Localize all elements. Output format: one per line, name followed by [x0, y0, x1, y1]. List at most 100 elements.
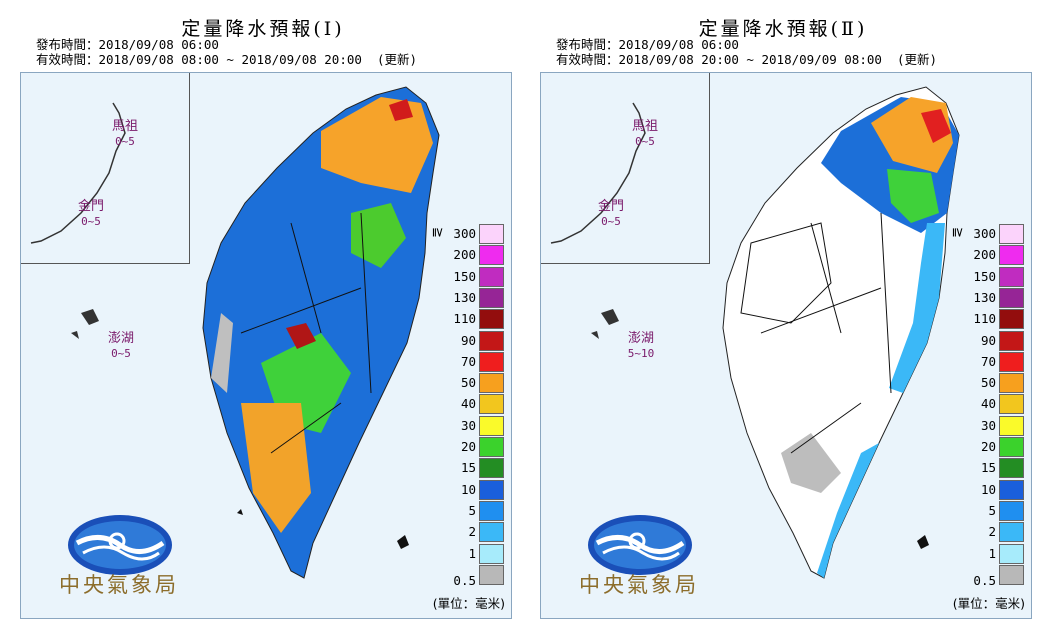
island-value-kinmen: 0~5 — [601, 215, 621, 228]
legend-color-swatch — [479, 522, 504, 543]
legend-level-label: 130 — [453, 289, 476, 305]
legend-level-label: 0.5 — [453, 572, 476, 588]
legend-level: 200 — [964, 244, 1024, 266]
legend-level: 20 — [444, 436, 504, 457]
legend-color-swatch — [999, 543, 1024, 564]
legend-color-swatch — [999, 224, 1024, 244]
legend-color-swatch — [479, 479, 504, 500]
legend-level: 50 — [964, 372, 1024, 394]
legend-level: 2 — [444, 521, 504, 543]
island-value-penghu: 5~10 — [627, 347, 655, 360]
legend-level: 2 — [964, 521, 1024, 543]
cwb-logo — [65, 513, 175, 577]
legend-color-swatch — [479, 564, 504, 585]
legend-color-swatch — [479, 437, 504, 457]
legend-level-label: 70 — [980, 353, 996, 369]
legend-level-label: 70 — [460, 353, 476, 369]
island-value-matsu: 0~5 — [635, 135, 655, 148]
legend-color-swatch — [999, 351, 1024, 372]
legend-color-swatch — [999, 373, 1024, 394]
legend-color-swatch — [479, 373, 504, 394]
legend-color-swatch — [479, 543, 504, 564]
legend-color-swatch — [479, 245, 504, 266]
legend-level-label: 150 — [973, 268, 996, 284]
legend-level-label: 40 — [980, 396, 996, 412]
legend-level: 10 — [444, 479, 504, 500]
legend-level-label: 2 — [988, 524, 996, 540]
cwb-logo-text: 中央氣象局 — [579, 573, 699, 597]
unit-label: (單位：毫米) — [952, 596, 1025, 611]
legend-level-label: 50 — [460, 375, 476, 391]
legend-color-swatch — [479, 266, 504, 287]
legend-color-swatch — [999, 394, 1024, 415]
legend-level: 30 — [444, 415, 504, 436]
legend-level: 5 — [444, 500, 504, 521]
legend-color-swatch — [999, 479, 1024, 500]
legend-level-label: 5 — [468, 502, 476, 518]
legend-level-label: 200 — [453, 247, 476, 263]
legend-level: 50 — [444, 372, 504, 394]
legend-level-label: 30 — [980, 417, 996, 433]
island-value-kinmen: 0~5 — [81, 215, 101, 228]
legend-level: 15 — [964, 457, 1024, 479]
legend-level-label: 1 — [988, 545, 996, 561]
legend-color-swatch — [479, 287, 504, 308]
cwb-logo-text: 中央氣象局 — [59, 573, 179, 597]
legend-level: 130 — [444, 287, 504, 308]
legend-level: 30 — [964, 415, 1024, 436]
legend-level-label: 40 — [460, 396, 476, 412]
panel-title: 定量降水預報(Ⅱ) — [698, 18, 868, 40]
legend-level-label: 0.5 — [973, 572, 996, 588]
legend-level-label: 90 — [980, 332, 996, 348]
valid-time: 有效時間：2018/09/08 20:00 ~ 2018/09/09 08:00… — [556, 52, 938, 67]
legend-color-swatch — [999, 522, 1024, 543]
legend-color-swatch — [999, 287, 1024, 308]
cwb-logo-icon — [68, 515, 172, 575]
cwb-logo-icon — [588, 515, 692, 575]
legend-level-label: 15 — [980, 460, 996, 476]
legend-level-label: 130 — [973, 289, 996, 305]
legend-color-swatch — [479, 500, 504, 521]
panel-title: 定量降水預報(Ⅰ) — [181, 18, 345, 40]
legend-color-swatch — [999, 245, 1024, 266]
legend-level: 70 — [444, 351, 504, 372]
island-name-penghu: 澎湖 — [627, 331, 654, 346]
legend-level: 130 — [964, 287, 1024, 308]
island-name-matsu: 馬祖 — [631, 119, 658, 134]
unit-label: (單位：毫米) — [432, 596, 505, 611]
legend-level-label: 50 — [980, 375, 996, 391]
legend-color-swatch — [479, 394, 504, 415]
legend-level-label: 1 — [468, 545, 476, 561]
legend-color-swatch — [479, 330, 504, 351]
island-name-matsu: 馬祖 — [111, 119, 138, 134]
outlying-islands-inset — [541, 73, 710, 264]
legend-level-label: 200 — [973, 247, 996, 263]
legend-level-label: 300 — [973, 226, 996, 241]
legend-color-swatch — [999, 564, 1024, 585]
island-name-kinmen: 金門 — [597, 199, 624, 214]
legend-level: 20 — [964, 436, 1024, 457]
legend-color-swatch — [999, 330, 1024, 351]
legend-level-label: 30 — [460, 417, 476, 433]
legend-color-swatch — [999, 415, 1024, 436]
legend-level-label: 150 — [453, 268, 476, 284]
legend-level: 150 — [444, 266, 504, 287]
legend-level-label: 15 — [460, 460, 476, 476]
valid-time: 有效時間：2018/09/08 08:00 ~ 2018/09/08 20:00… — [36, 52, 418, 67]
legend-level-label: 20 — [460, 439, 476, 454]
legend-level-label: 2 — [468, 524, 476, 540]
legend-level: 0.5 — [444, 564, 504, 588]
legend-color-swatch — [479, 351, 504, 372]
legend-level-label: 90 — [460, 332, 476, 348]
island-value-penghu: 0~5 — [111, 347, 131, 360]
legend-level: 40 — [964, 393, 1024, 415]
legend-color-swatch — [999, 266, 1024, 287]
legend-level-label: 20 — [980, 439, 996, 454]
island-name-kinmen: 金門 — [77, 199, 104, 214]
legend-level-label: 10 — [460, 481, 476, 497]
legend-color-swatch — [479, 415, 504, 436]
legend-level: 200 — [444, 244, 504, 266]
island-name-penghu: 澎湖 — [107, 331, 134, 346]
island-value-matsu: 0~5 — [115, 135, 135, 148]
legend-level: 10 — [964, 479, 1024, 500]
